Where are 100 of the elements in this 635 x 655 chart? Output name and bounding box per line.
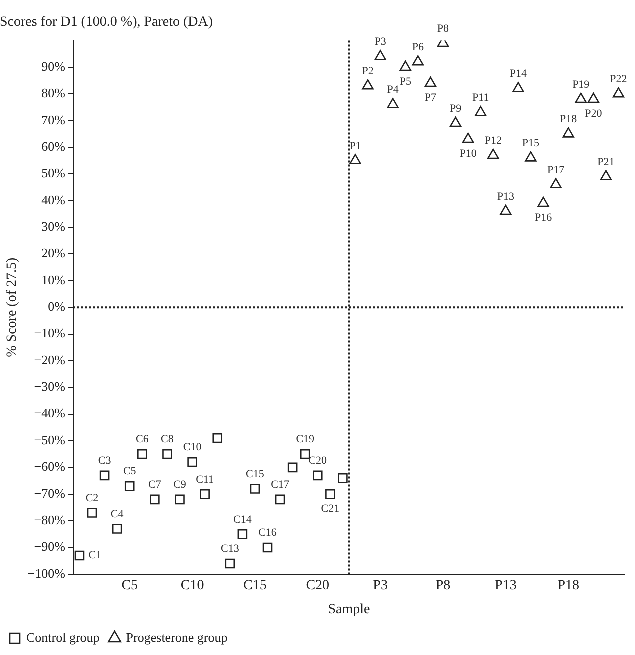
data-label: C7 (148, 479, 162, 492)
y-tick-label: 30% (42, 218, 66, 234)
point (387, 98, 399, 108)
data-label: P9 (450, 102, 462, 115)
point (488, 148, 500, 160)
point (550, 178, 562, 189)
point (500, 204, 512, 216)
y-tick-label: −10% (34, 326, 66, 341)
data-label: C10 (183, 442, 202, 454)
data-label: C1 (88, 550, 102, 562)
data-label: P7 (424, 92, 438, 104)
data-label: P20 (585, 108, 603, 120)
point (112, 524, 122, 534)
x-tick-label: P3 (373, 578, 388, 594)
point (562, 128, 574, 138)
data-label: C11 (196, 474, 214, 486)
point (538, 196, 550, 208)
point (212, 433, 223, 444)
point (575, 92, 587, 104)
data-label: P21 (598, 156, 615, 168)
point (338, 473, 348, 484)
data-label: C3 (98, 455, 112, 468)
point (74, 550, 85, 561)
data-label: C5 (123, 466, 137, 478)
point (462, 132, 474, 144)
point (612, 88, 625, 98)
data-label: P22 (610, 74, 628, 86)
y-tick-label: −30% (34, 379, 66, 394)
data-label: P3 (374, 36, 387, 48)
point (588, 92, 600, 104)
data-label: C15 (246, 468, 265, 480)
data-label: C4 (110, 508, 124, 520)
y-tick-label: 80% (42, 86, 66, 101)
x-tick-label: C15 (244, 578, 267, 594)
data-label: P5 (400, 76, 412, 88)
data-label: C17 (271, 479, 290, 492)
y-tick-label: 20% (42, 246, 66, 261)
point (450, 116, 462, 128)
point (162, 449, 172, 460)
x-tick-label: P8 (436, 578, 451, 594)
point (175, 494, 185, 505)
point (326, 489, 336, 500)
y-tick-label: −100% (28, 566, 66, 581)
data-label: P15 (522, 138, 540, 150)
point (412, 55, 424, 66)
data-label: P4 (387, 84, 400, 96)
y-tick-label: 50% (42, 166, 66, 181)
point (512, 82, 524, 92)
point (188, 457, 198, 468)
y-tick-label: −70% (34, 486, 66, 501)
data-label: P16 (534, 212, 553, 224)
data-label: C14 (234, 514, 252, 526)
data-label: C2 (86, 492, 99, 504)
data-label: P13 (497, 190, 515, 203)
data-label: C19 (296, 434, 316, 446)
y-tick-label: 0% (48, 299, 66, 314)
point (288, 462, 298, 473)
y-tick-label: −60% (34, 459, 66, 474)
data-label: P19 (572, 78, 590, 91)
chart-title: Scores for D1 (100.0 %), Pareto (DA) (0, 15, 214, 30)
point (124, 481, 135, 492)
data-label: P11 (472, 92, 490, 104)
x-tick-label: C20 (306, 578, 330, 594)
data-label: P6 (412, 42, 424, 54)
x-tick-label: P18 (558, 578, 580, 594)
point (424, 76, 437, 88)
data-label: P14 (510, 68, 528, 80)
point (138, 449, 148, 460)
point (475, 106, 487, 116)
y-tick-label: −20% (34, 352, 66, 368)
y-tick-label: 60% (42, 138, 66, 154)
point (313, 470, 323, 481)
y-tick-label: 70% (42, 112, 66, 128)
data-label: P17 (548, 164, 566, 176)
data-label: P1 (350, 140, 362, 152)
x-tick-label: P13 (495, 578, 517, 594)
data-label: P12 (484, 134, 502, 147)
y-axis-title: % Score (of 27.5) (5, 258, 20, 358)
point (525, 152, 537, 162)
data-label: C16 (258, 527, 278, 540)
point (300, 449, 310, 460)
point (238, 529, 248, 540)
point (250, 484, 260, 494)
point (100, 470, 110, 481)
data-label: C21 (321, 502, 340, 515)
point (200, 489, 210, 500)
legend-label: Control group (26, 630, 100, 645)
data-label: C6 (136, 434, 150, 446)
data-label: C20 (308, 455, 328, 468)
data-label: P2 (362, 66, 374, 78)
x-tick-label: C10 (180, 578, 204, 594)
y-tick-label: 90% (42, 58, 66, 74)
y-tick-label: −90% (34, 539, 66, 554)
point (400, 60, 412, 72)
y-tick-label: −40% (34, 406, 66, 421)
point (150, 494, 160, 505)
point (225, 558, 236, 569)
x-tick-label: C5 (122, 578, 138, 594)
data-label: P10 (460, 148, 478, 160)
point (87, 508, 98, 518)
